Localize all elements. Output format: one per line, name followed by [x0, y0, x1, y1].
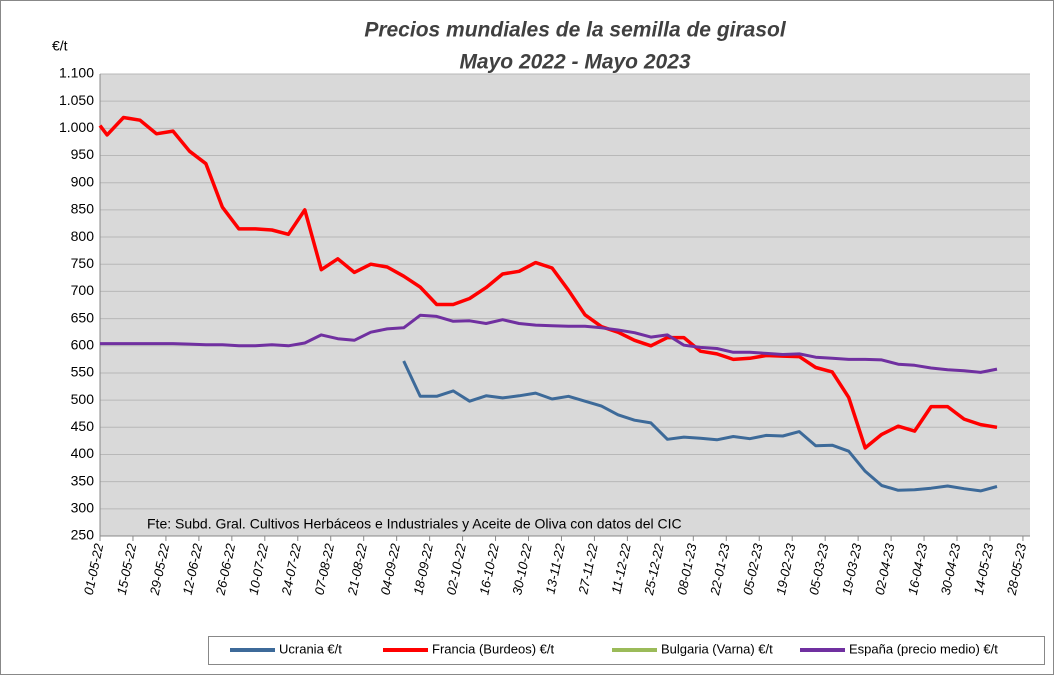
series-line [98, 115, 998, 450]
y-axis-label: €/t [52, 38, 68, 54]
y-tick-label: 1.050 [59, 92, 94, 108]
legend-label: Ucrania €/t [279, 641, 342, 656]
y-tick-label: 600 [71, 336, 95, 352]
y-tick-label: 550 [71, 364, 95, 380]
y-tick-label: 350 [71, 472, 95, 488]
plot-area [100, 74, 1030, 536]
y-tick-label: 800 [71, 228, 95, 244]
y-tick-label: 450 [71, 418, 95, 434]
y-tick-label: 300 [71, 500, 95, 516]
series-line [100, 313, 998, 374]
y-tick-label: 500 [71, 391, 95, 407]
y-tick-label: 250 [71, 527, 95, 543]
y-tick-label: 750 [71, 255, 95, 271]
y-tick-label: 400 [71, 445, 95, 461]
annotation: Fte: Subd. Gral. Cultivos Herbáceos e In… [147, 516, 682, 532]
series-line [402, 360, 998, 493]
y-tick-label: 700 [71, 282, 95, 298]
legend-label: Bulgaria (Varna) €/t [661, 641, 773, 656]
legend-label: Francia (Burdeos) €/t [432, 641, 554, 656]
y-tick-label: 850 [71, 201, 95, 217]
y-tick-label: 1.000 [59, 119, 94, 135]
y-tick-label: 900 [71, 173, 95, 189]
legend-label: España (precio medio) €/t [849, 641, 998, 656]
y-tick-label: 650 [71, 309, 95, 325]
y-tick-label: 950 [71, 146, 95, 162]
chart-subtitle: Mayo 2022 - Mayo 2023 [459, 51, 690, 74]
chart-title: Precios mundiales de la semilla de giras… [364, 19, 787, 42]
y-tick-label: 1.100 [59, 65, 94, 81]
